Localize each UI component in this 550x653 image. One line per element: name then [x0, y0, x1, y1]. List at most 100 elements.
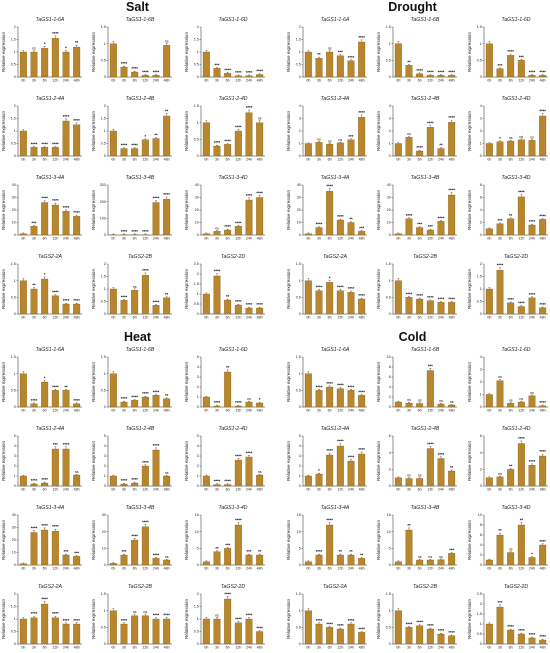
bar	[120, 623, 128, 645]
significance-label: ****	[256, 69, 263, 74]
y-tick-label: 1	[299, 474, 301, 478]
x-tick-label: 0h	[487, 409, 491, 413]
x-tick-label: 48h	[449, 316, 455, 320]
significance-label: ****	[539, 213, 546, 218]
significance-label: **	[165, 109, 169, 114]
y-tick-label: 0	[299, 405, 301, 409]
bar	[326, 51, 334, 78]
significance-label: ****	[518, 190, 525, 195]
x-tick-label: 24h	[438, 567, 444, 571]
x-tick-label: 0h	[396, 237, 400, 241]
x-tick-label: 6h	[226, 646, 230, 650]
bar	[304, 143, 312, 157]
panel-title: TaGS1-1-6A	[36, 17, 65, 23]
x-tick-label: 6h	[328, 158, 332, 162]
x-tick-label: 48h	[449, 488, 455, 492]
y-axis-label: Relative expression	[376, 111, 381, 152]
bar	[152, 202, 160, 236]
y-tick-label: 300	[100, 183, 106, 187]
x-tick-label: 3h	[317, 79, 321, 83]
x-tick-label: 48h	[164, 237, 170, 241]
significance-label: ****	[41, 141, 48, 146]
y-tick-label: 30	[12, 526, 16, 530]
bar	[213, 68, 221, 78]
y-axis-label: Relative expression	[1, 32, 6, 73]
panel-title: TaGS1-1-6B	[411, 17, 440, 23]
x-tick-label: 0h	[487, 79, 491, 83]
x-tick-label: 6h	[133, 79, 137, 83]
x-tick-label: 24h	[348, 158, 354, 162]
y-tick-label: 1	[299, 372, 301, 376]
x-tick-label: 12h	[52, 316, 58, 320]
x-tick-label: 24h	[63, 488, 69, 492]
y-tick-label: 2	[389, 129, 391, 133]
x-tick-label: 48h	[540, 488, 546, 492]
bar	[437, 75, 445, 78]
bar	[131, 148, 139, 157]
x-tick-label: 12h	[142, 567, 148, 571]
x-tick-label: 6h	[418, 567, 422, 571]
y-tick-label: 2	[197, 25, 199, 29]
bar	[496, 270, 504, 315]
x-tick-label: 6h	[328, 567, 332, 571]
y-tick-label: 1.5	[296, 592, 301, 596]
y-tick-label: 0.5	[101, 300, 106, 304]
bar	[304, 475, 312, 487]
bar	[437, 403, 445, 408]
y-axis-label: Relative expression	[286, 441, 291, 482]
y-tick-label: 0.5	[101, 389, 106, 393]
x-tick-label: 48h	[540, 646, 546, 650]
significance-label: ****	[348, 55, 355, 60]
y-tick-label: 2	[389, 395, 391, 399]
y-tick-label: 1.5	[101, 117, 106, 121]
chart-panel: TaGS1-1-6A Relative expression 0 0.5 1 1.5 0h *…	[1, 347, 82, 413]
x-tick-label: 12h	[52, 158, 58, 162]
significance-label: ****	[427, 441, 434, 446]
significance-label: ns	[258, 470, 262, 474]
significance-label: ****	[246, 613, 253, 618]
y-tick-label: 1.5	[477, 25, 482, 29]
y-tick-label: 30	[195, 196, 199, 200]
y-tick-label: 10	[297, 530, 301, 534]
y-tick-label: 20	[12, 208, 16, 212]
bar	[51, 147, 59, 157]
bar	[539, 75, 547, 78]
significance-label: ****	[448, 297, 455, 302]
bar	[19, 280, 27, 315]
x-tick-label: 0h	[306, 567, 310, 571]
bar	[416, 478, 424, 487]
bar	[131, 482, 139, 487]
bar	[336, 219, 344, 236]
y-tick-label: 30	[102, 513, 106, 517]
bar	[437, 559, 445, 566]
y-tick-label: 2	[197, 464, 199, 468]
bar	[437, 633, 445, 645]
y-axis-label: Relative expression	[184, 520, 189, 561]
y-tick-label: 0	[104, 642, 106, 646]
y-tick-label: 0	[104, 484, 106, 488]
bar	[347, 460, 355, 487]
significance-label: ****	[235, 616, 242, 621]
significance-label: ****	[63, 298, 70, 303]
x-tick-label: 48h	[540, 237, 546, 241]
y-tick-label: 10	[12, 221, 16, 225]
y-tick-label: 20	[387, 208, 391, 212]
x-tick-label: 24h	[63, 79, 69, 83]
bar	[62, 51, 70, 78]
y-tick-label: 2.5	[194, 262, 199, 266]
x-tick-label: 6h	[418, 316, 422, 320]
x-tick-label: 3h	[215, 567, 219, 571]
bar	[517, 443, 525, 487]
significance-label: **	[498, 528, 502, 533]
x-tick-label: 6h	[226, 158, 230, 162]
y-tick-label: 0.5	[386, 59, 391, 63]
bar	[234, 130, 242, 157]
chart-panel: TaGS1-3-4A Relative expression 0 10 20 30 40 0h…	[286, 175, 367, 241]
significance-label: ****	[31, 398, 38, 403]
bar	[51, 295, 59, 315]
y-axis-label: Relative expression	[91, 32, 96, 73]
x-tick-label: 0h	[204, 79, 208, 83]
bar	[426, 75, 434, 78]
bar	[539, 405, 547, 408]
x-tick-label: 0h	[487, 158, 491, 162]
